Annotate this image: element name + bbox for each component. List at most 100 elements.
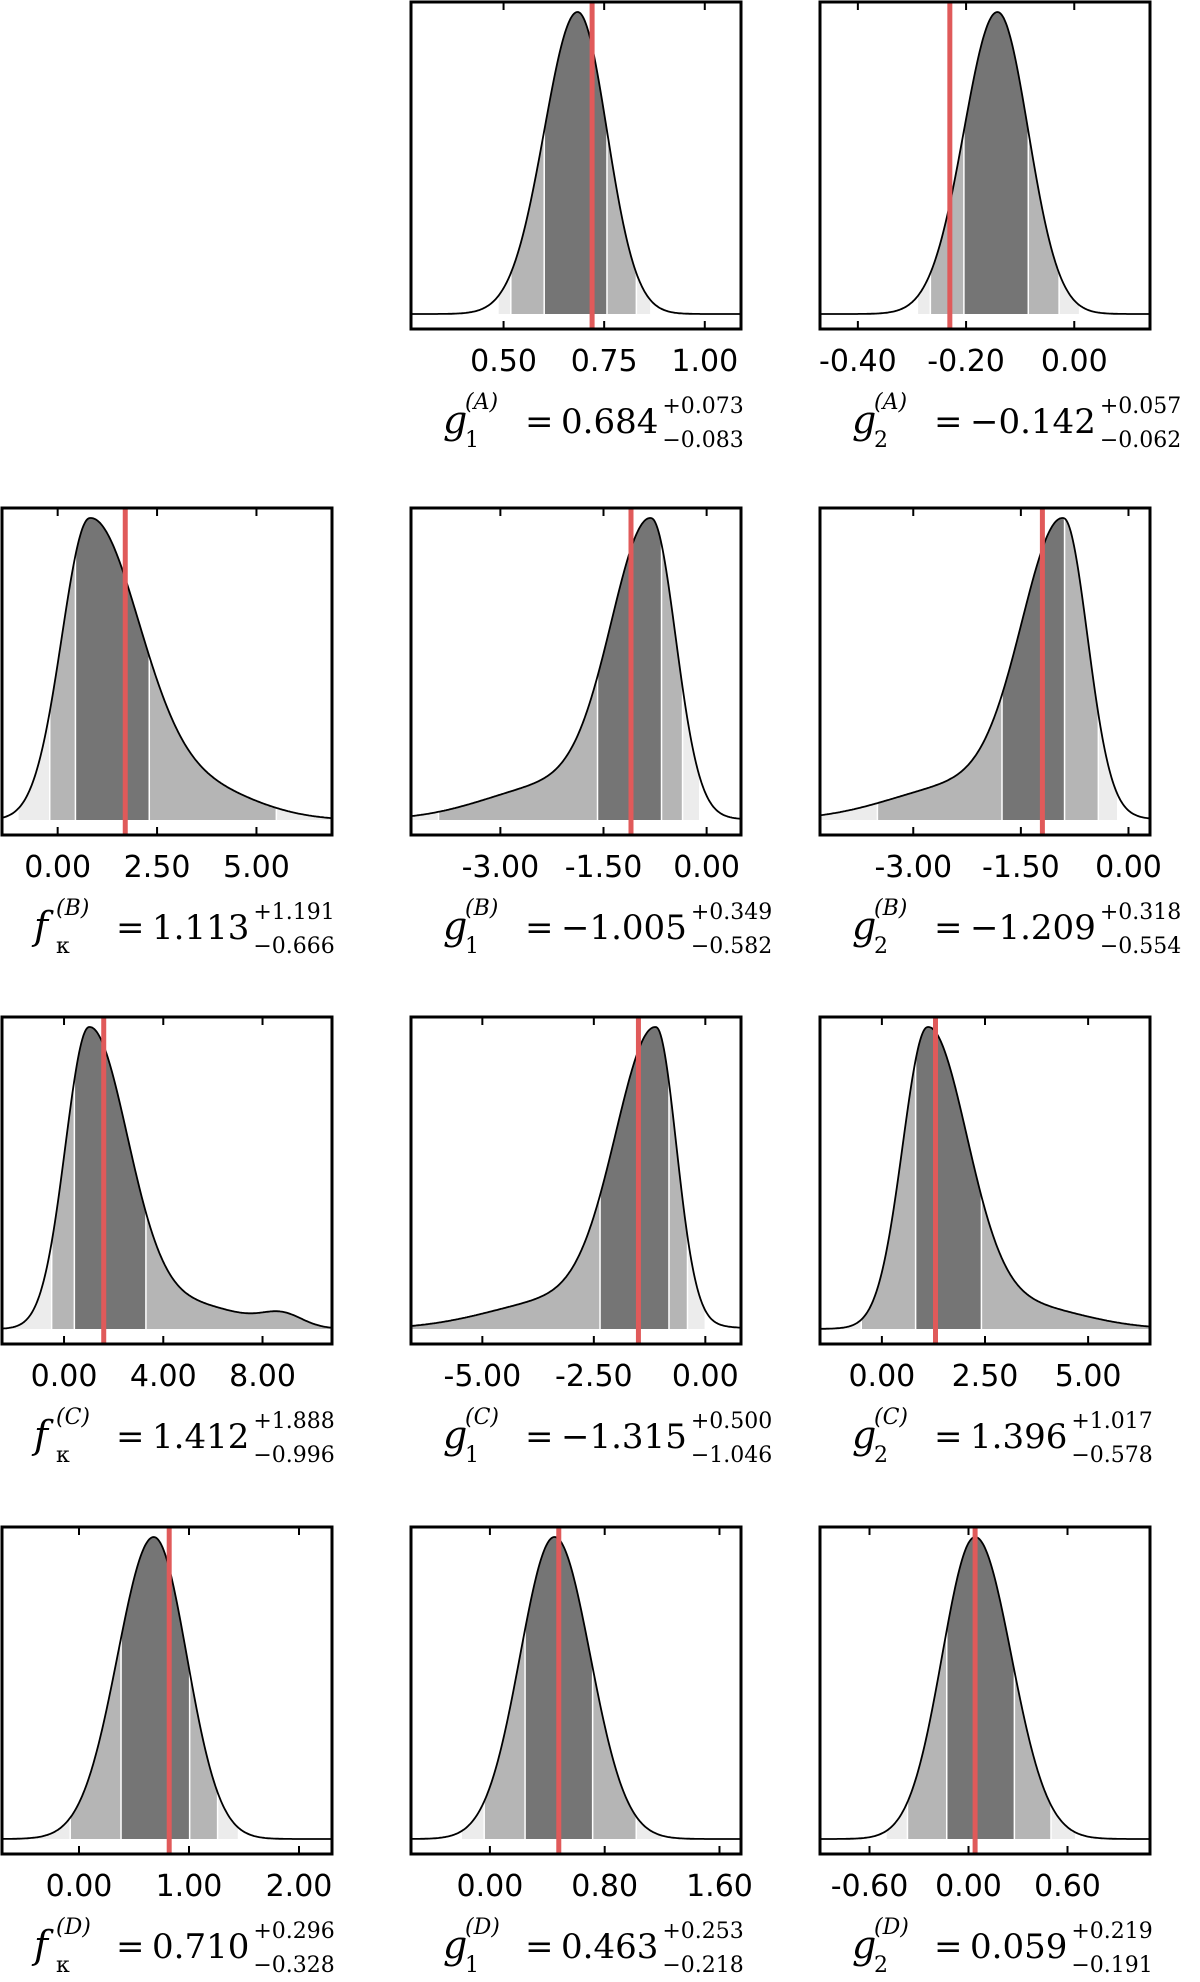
param-value: 0.059	[970, 1927, 1067, 1967]
x-tick-label: 0.00	[457, 1869, 524, 1904]
param-lower-error: −1.046	[691, 1443, 772, 1468]
band-inner	[121, 1537, 190, 1839]
plot-frame	[818, 506, 1152, 837]
param-subscript: 1	[465, 1443, 479, 1468]
posterior-panel-gB1: -3.00 -1.50 0.00 g1 (B) = −1.005 +0.349 −0.582	[409, 506, 772, 959]
param-subscript: 1	[465, 428, 479, 453]
density-curve	[820, 1536, 1150, 1840]
density-curve	[411, 1536, 741, 1840]
x-tick-label: 0.00	[31, 1359, 98, 1394]
x-tick-label: 0.00	[1041, 344, 1108, 379]
param-lower-error: −0.328	[253, 1953, 334, 1978]
posterior-panel-fD: 0.00 1.00 2.00 f κ (D) = 0.710 +0.296 −0.328	[0, 1525, 335, 1978]
param-value: 0.710	[152, 1927, 249, 1967]
x-tick-label: 2.50	[952, 1359, 1019, 1394]
x-tick-label: 1.60	[686, 1869, 753, 1904]
param-upper-error: +0.057	[1100, 394, 1181, 419]
param-label: f κ (C) = 1.412 +1.888 −0.996	[31, 1405, 335, 1468]
param-subscript: κ	[56, 1443, 70, 1468]
band-inner	[1002, 518, 1065, 820]
param-subscript: κ	[56, 1953, 70, 1978]
equals-sign: =	[934, 908, 963, 948]
equals-sign: =	[116, 1417, 145, 1457]
x-tick-label: 0.00	[848, 1359, 915, 1394]
param-lower-error: −0.218	[662, 1953, 743, 1978]
posterior-panel-gA2: -0.40 -0.20 0.00 g2 (A) = −0.142 +0.057 −0.062	[818, 0, 1181, 453]
param-value: 1.113	[152, 908, 249, 948]
param-upper-error: +0.073	[662, 394, 743, 419]
posterior-panel-gD1: 0.00 0.80 1.60 g1 (D) = 0.463 +0.253 −0.218	[409, 1525, 753, 1978]
posterior-panel-fC: 0.00 4.00 8.00 f κ (C) = 1.412 +1.888 −0.996	[0, 1015, 335, 1468]
x-tick-label: 5.00	[223, 850, 290, 885]
density-curve	[820, 11, 1150, 315]
param-value: −0.142	[970, 402, 1096, 442]
x-tick-label: -3.00	[462, 850, 540, 885]
density-curve	[820, 517, 1150, 820]
x-tick-label: -0.20	[927, 344, 1005, 379]
param-label: g2 (B) = −1.209 +0.318 −0.554	[852, 896, 1181, 959]
param-superscript: (A)	[465, 390, 498, 415]
posterior-panel-gC2: 0.00 2.50 5.00 g2 (C) = 1.396 +1.017 −0.578	[818, 1015, 1153, 1468]
param-lower-error: −0.554	[1100, 934, 1181, 959]
posterior-panel-gB2: -3.00 -1.50 0.00 g2 (B) = −1.209 +0.318 −0.554	[818, 506, 1181, 959]
param-superscript: (A)	[874, 390, 907, 415]
band-inner	[544, 12, 607, 314]
x-tick-label: 0.00	[24, 850, 91, 885]
density-curve	[411, 1026, 741, 1329]
param-label: g1 (A) = 0.684 +0.073 −0.083	[443, 390, 744, 453]
equals-sign: =	[116, 1927, 145, 1967]
param-symbol: g	[852, 398, 876, 442]
param-subscript: 1	[465, 1953, 479, 1978]
x-tick-label: 0.75	[571, 344, 638, 379]
posterior-panel-fB: 0.00 2.50 5.00 f κ (B) = 1.113 +1.191 −0.666	[0, 506, 335, 959]
density-curve	[2, 1026, 332, 1330]
density-curve	[411, 11, 741, 315]
param-lower-error: −0.083	[662, 428, 743, 453]
x-tick-label: 0.00	[935, 1869, 1002, 1904]
band-inner	[600, 1027, 669, 1329]
param-superscript: (C)	[56, 1405, 90, 1430]
x-tick-label: 0.60	[1034, 1869, 1101, 1904]
param-label: g2 (C) = 1.396 +1.017 −0.578	[852, 1405, 1153, 1468]
x-tick-label: 0.00	[1095, 850, 1162, 885]
param-upper-error: +0.296	[253, 1919, 334, 1944]
param-symbol: g	[443, 904, 467, 948]
param-label: g1 (C) = −1.315 +0.500 −1.046	[443, 1405, 772, 1468]
plot-frame	[409, 0, 743, 331]
param-symbol: g	[852, 1923, 876, 1967]
param-value: −1.315	[561, 1417, 687, 1457]
equals-sign: =	[525, 402, 554, 442]
plot-frame	[818, 0, 1152, 331]
param-upper-error: +1.191	[253, 900, 334, 925]
equals-sign: =	[116, 908, 145, 948]
param-value: −1.209	[970, 908, 1096, 948]
param-superscript: (C)	[874, 1405, 908, 1430]
density-curve	[411, 517, 741, 820]
param-superscript: (B)	[56, 896, 89, 921]
x-tick-label: -1.50	[565, 850, 643, 885]
param-symbol: g	[443, 398, 467, 442]
posterior-panel-gA1: 0.50 0.75 1.00 g1 (A) = 0.684 +0.073 −0.083	[409, 0, 744, 453]
param-upper-error: +1.888	[253, 1409, 334, 1434]
param-lower-error: −0.666	[253, 934, 334, 959]
x-tick-label: -5.00	[444, 1359, 522, 1394]
param-symbol: f	[31, 1923, 54, 1967]
param-value: 1.396	[970, 1417, 1067, 1457]
x-tick-label: 4.00	[130, 1359, 197, 1394]
plot-frame	[409, 1525, 743, 1856]
band-inner	[963, 12, 1029, 314]
param-lower-error: −0.062	[1100, 428, 1181, 453]
param-value: 0.463	[561, 1927, 658, 1967]
param-superscript: (D)	[465, 1915, 500, 1940]
param-label: g2 (A) = −0.142 +0.057 −0.062	[852, 390, 1181, 453]
plot-frame	[0, 1015, 334, 1346]
density-curve	[820, 1026, 1150, 1330]
x-tick-label: 1.00	[156, 1869, 223, 1904]
x-tick-label: 0.00	[46, 1869, 113, 1904]
param-label: f κ (D) = 0.710 +0.296 −0.328	[31, 1915, 335, 1978]
band-inner	[915, 1027, 982, 1329]
plot-frame	[0, 506, 334, 837]
param-lower-error: −0.996	[253, 1443, 334, 1468]
param-subscript: 1	[465, 934, 479, 959]
